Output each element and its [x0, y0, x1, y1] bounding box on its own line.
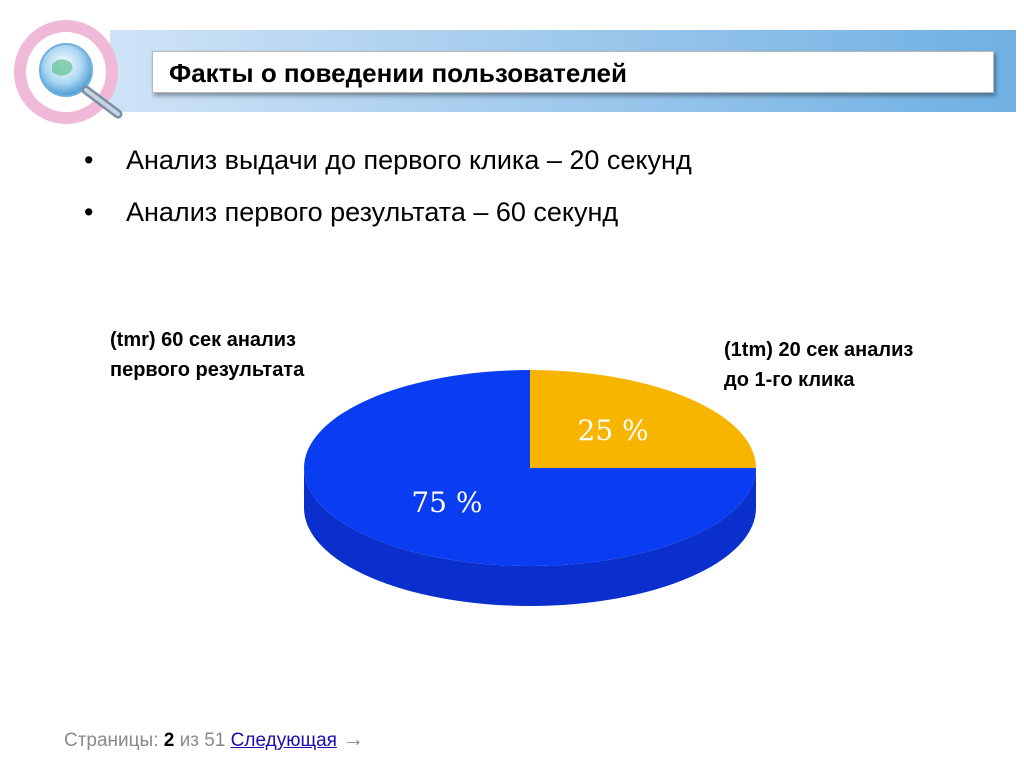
magnifier-globe-icon [14, 20, 123, 124]
slide-title: Факты о поведении пользователей [169, 58, 627, 88]
pie-slice [304, 370, 756, 566]
annotation-line: (1tm) 20 сек анализ [724, 339, 914, 361]
title-box: Факты о поведении пользователей [152, 51, 994, 93]
pie-slice [530, 370, 756, 468]
annotation-line: до 1-го клика [724, 369, 855, 391]
bullet-text: Анализ выдачи до первого клика – 20 секу… [126, 145, 692, 175]
pie-slice-side [304, 468, 756, 606]
bullet-item: • Анализ первого результата – 60 секунд [84, 194, 692, 230]
pie-data-label: 75 % [411, 486, 482, 519]
pagination-label: Страницы: [64, 730, 159, 751]
arrow-right-icon[interactable]: → [342, 726, 365, 751]
bullet-text: Анализ первого результата – 60 секунд [126, 197, 619, 227]
bullet-dot-icon: • [84, 145, 94, 175]
annotation-tmr: (tmr) 60 сек анализ первого результата [110, 325, 304, 385]
annotation-line: (tmr) 60 сек анализ [110, 329, 296, 351]
bullet-item: • Анализ выдачи до первого клика – 20 се… [84, 142, 692, 178]
bullet-dot-icon: • [84, 197, 94, 227]
annotation-line: первого результата [110, 359, 305, 381]
next-page-link[interactable]: Следующая [230, 730, 337, 751]
page-total: из 51 [179, 730, 226, 751]
annotation-1tm: (1tm) 20 сек анализ до 1-го клика [724, 335, 913, 395]
pie-data-label: 25 % [578, 414, 649, 447]
bullet-list: • Анализ выдачи до первого клика – 20 се… [84, 142, 692, 246]
pagination: Страницы: 2 из 51 Следующая → [64, 726, 364, 752]
current-page: 2 [163, 730, 175, 751]
